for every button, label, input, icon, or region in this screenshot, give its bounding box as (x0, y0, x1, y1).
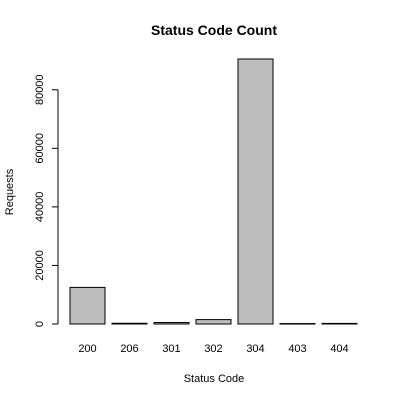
x-axis-label: Status Code (184, 373, 245, 385)
bar-403 (279, 323, 316, 325)
y-axis: 0 20000 40000 60000 80000 (34, 74, 59, 327)
y-axis-label: Requests (4, 168, 16, 215)
y-tick-label: 20000 (34, 250, 46, 281)
x-tick-labels: 200 206 301 302 304 403 404 (78, 343, 348, 355)
y-tick-label: 40000 (34, 192, 46, 223)
x-tick-label-304: 304 (246, 343, 264, 355)
y-tick-label: 0 (34, 321, 46, 327)
bar-304 (237, 58, 274, 325)
bar-200 (69, 286, 106, 325)
bars (69, 58, 358, 325)
x-tick-label-206: 206 (120, 343, 138, 355)
x-tick-label-302: 302 (204, 343, 222, 355)
y-tick-label: 80000 (34, 74, 46, 105)
bar-404 (321, 322, 358, 325)
bar-301 (153, 322, 190, 325)
bar-302 (195, 319, 232, 325)
x-tick-label-301: 301 (162, 343, 180, 355)
x-tick-label-200: 200 (78, 343, 96, 355)
chart-title: Status Code Count (151, 22, 277, 38)
x-tick-label-403: 403 (288, 343, 306, 355)
bar-206 (111, 322, 148, 325)
x-tick-label-404: 404 (330, 343, 348, 355)
y-tick-label: 60000 (34, 133, 46, 164)
